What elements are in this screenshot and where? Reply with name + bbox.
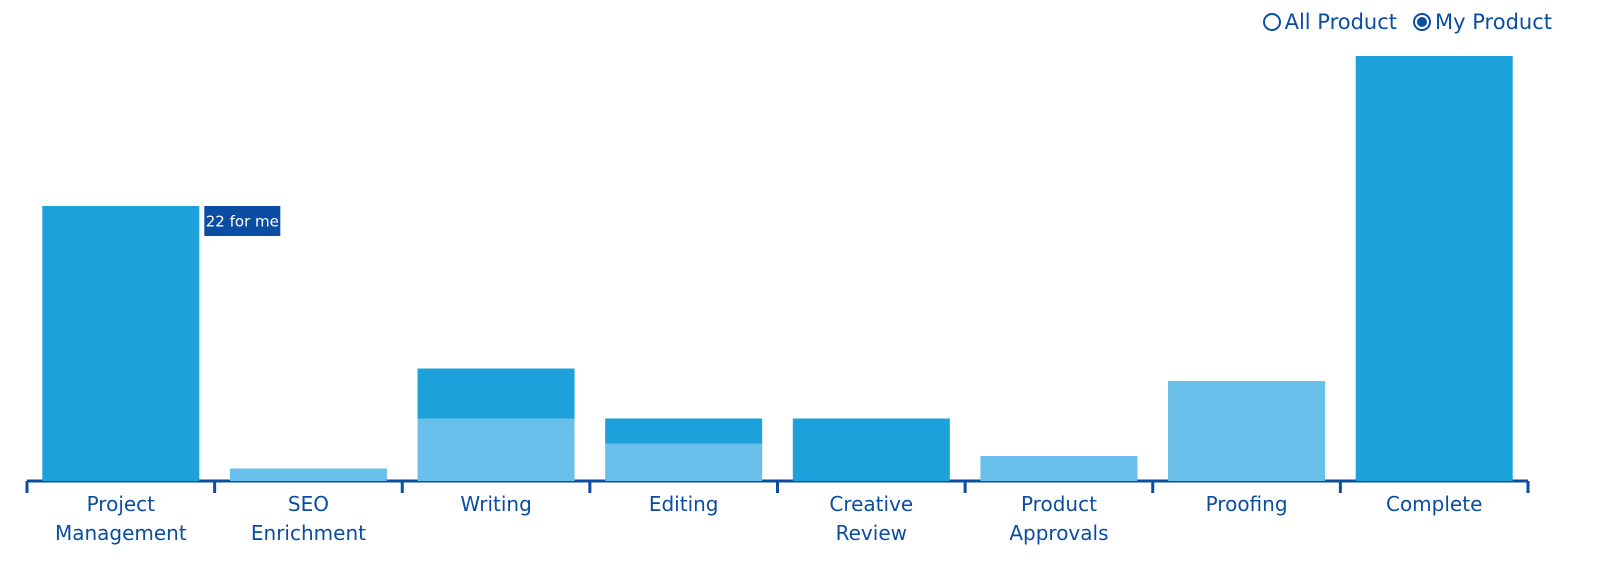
x-tick-label: Product Approvals — [1009, 492, 1109, 545]
x-tick-label: Project Management — [54, 492, 187, 545]
product-filter: All Product My Product — [1262, 10, 1552, 34]
bar-segment — [1355, 56, 1513, 481]
bar-segment — [417, 368, 575, 419]
radio-label[interactable]: All Product — [1284, 10, 1398, 34]
radio-option[interactable]: My Product — [1413, 10, 1552, 34]
value-label: 22 for me — [204, 206, 281, 236]
value-label-box — [204, 206, 281, 236]
x-tick-label: SEO Enrichment — [250, 492, 366, 545]
radio-option[interactable]: All Product — [1262, 10, 1398, 34]
bar-segment — [229, 468, 387, 481]
radio-button[interactable] — [1262, 13, 1281, 31]
x-tick-label: Complete — [1385, 492, 1483, 516]
radio-button[interactable] — [1413, 13, 1432, 31]
bar-segment — [42, 206, 200, 481]
bar-segment — [980, 456, 1138, 481]
x-tick-label: Editing — [648, 492, 719, 516]
bar-segment — [1168, 381, 1326, 481]
bar-segment — [417, 418, 575, 481]
bar-segment — [605, 418, 763, 444]
x-tick-label: Proofing — [1205, 492, 1288, 516]
value-label-text: 22 for me — [206, 213, 279, 231]
bar-segment — [792, 418, 950, 481]
bar-segment — [605, 443, 763, 481]
x-tick-label: Writing — [460, 492, 532, 516]
radio-label[interactable]: My Product — [1435, 10, 1552, 34]
x-tick-label: Creative Review — [829, 492, 914, 545]
